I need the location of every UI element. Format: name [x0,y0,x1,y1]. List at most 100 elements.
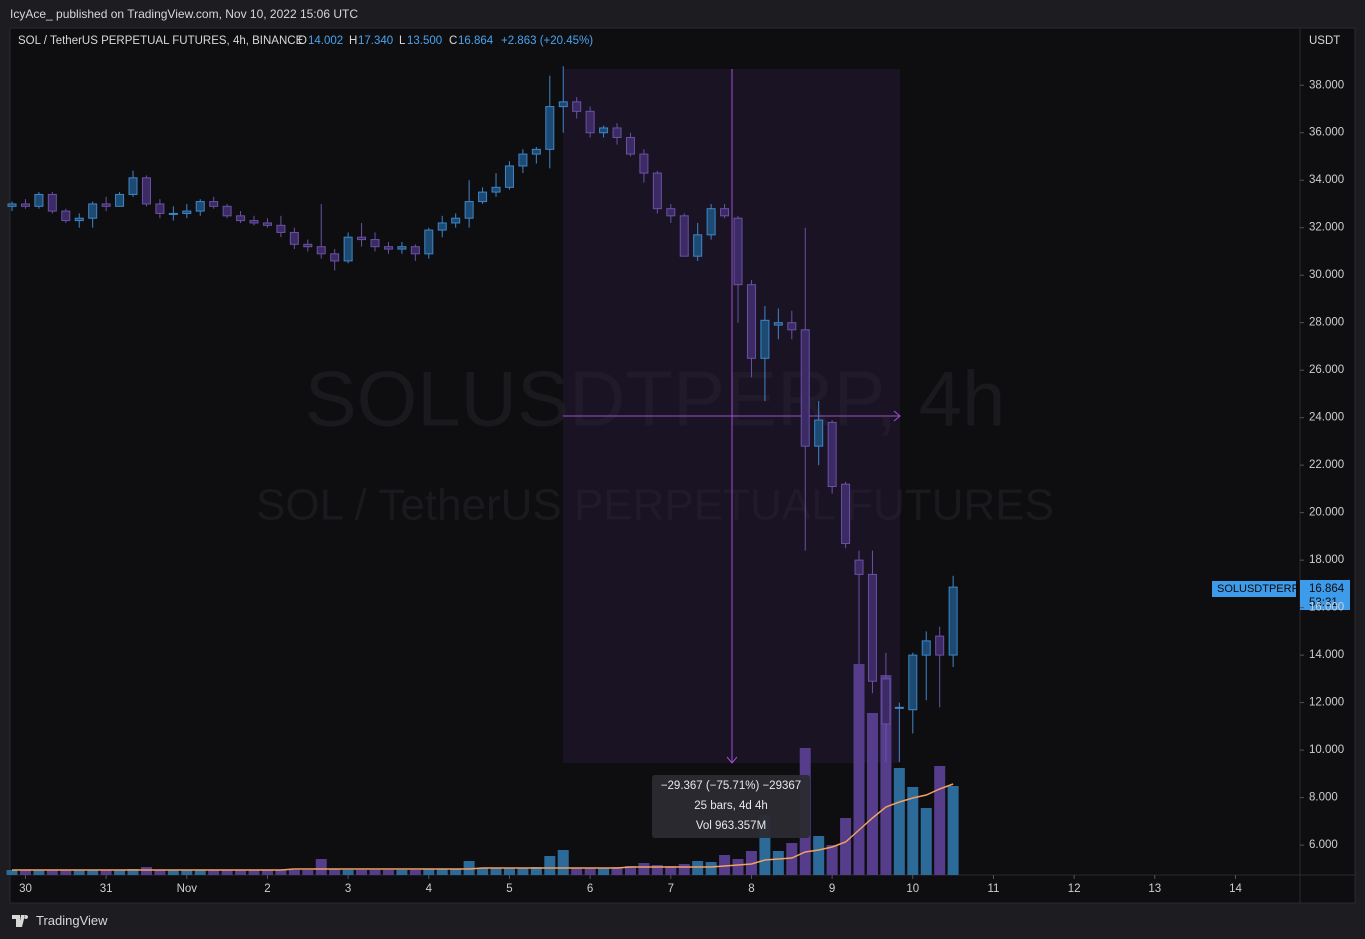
volume-bar [235,870,247,875]
volume-bar [436,869,448,875]
y-tick-label: 36.000 [1309,127,1344,139]
legend-symbol: SOL / TetherUS PERPETUAL FUTURES, 4h, BI… [18,35,304,47]
candle-body [464,201,474,219]
candle-body [881,678,891,725]
volume-bar [947,786,959,875]
volume-bar [100,870,112,875]
candle-body [424,229,434,255]
volume-bar [503,868,515,875]
x-tick-label: 6 [587,883,593,895]
legend-open: 14.002 [308,35,343,47]
y-tick-label: 32.000 [1309,222,1344,234]
tooltip-bars: 25 bars, 4d 4h [694,800,768,812]
volume-bar [181,870,193,875]
y-tick-label: 28.000 [1309,317,1344,329]
candle-body [585,110,595,134]
volume-bar [786,843,798,875]
volume-bar [907,787,919,875]
volume-bar [275,870,287,875]
candle-body [101,203,111,207]
volume-bar [423,869,435,875]
volume-bar [167,870,179,875]
volume-bar [261,870,273,875]
volume-bar [490,868,502,875]
candle-body [814,419,824,447]
price-tag-symbol-box [1212,581,1296,597]
candle-body [141,177,151,205]
price-tag-countdown: 53:31 [1309,597,1338,609]
volume-bar [624,866,636,875]
legend-l: L [399,35,406,47]
watermark: SOLUSDTPERP, 4h SOL / TetherUS PERPETUAL… [256,355,1054,530]
candle-body [410,246,420,255]
volume-bar [665,866,677,875]
volume-bar [598,868,610,875]
candle-body [222,205,232,217]
x-tick-label: 7 [668,883,674,895]
watermark-name: SOL / TetherUS PERPETUAL FUTURES [256,481,1054,530]
candle-body [531,148,541,155]
volume-bar [477,868,489,875]
candle-body [733,217,743,286]
x-tick-label: 9 [829,883,835,895]
volume-bar [60,870,72,875]
x-tick-label: 8 [748,883,754,895]
volume-bar [409,870,421,875]
candle-body [679,215,689,257]
volume-bar [651,865,663,875]
legend-h: H [349,35,357,47]
candle-body [867,573,877,682]
x-tick-label: 30 [19,883,32,895]
candle-body [666,208,676,217]
candle-body [343,236,353,262]
measure-arrow [893,410,901,422]
volume-bar [517,868,529,875]
measure-arrow [726,756,738,764]
y-tick-label: 34.000 [1309,174,1344,186]
candle-body [303,243,313,248]
candle-body [397,246,407,250]
candle-body [182,210,192,214]
candle-body [289,231,299,245]
volume-bar [705,862,717,875]
volume-bar [369,870,381,875]
y-tick-label: 18.000 [1309,554,1344,566]
volume-bar [6,870,18,875]
candle-body [7,203,17,207]
y-tick-label: 22.000 [1309,459,1344,471]
volume-bar [33,870,45,875]
x-tick-label: 13 [1148,883,1161,895]
y-tick-label: 26.000 [1309,364,1344,376]
volume-bar [893,768,905,875]
volume-bar [46,870,58,875]
candle-body [639,153,649,174]
candle-body [854,559,864,575]
price-tag-symbol: SOLUSDTPERP [1217,583,1299,595]
candle-body [491,186,501,193]
y-tick-label: 8.000 [1309,792,1338,804]
volume-bar [853,664,865,875]
volume-bar [329,869,341,875]
volume-bar [127,869,139,875]
measure-tooltip: −29.367 (−75.71%) −29367 25 bars, 4d 4h … [652,775,810,838]
candle-body [34,193,44,207]
volume-bar [342,870,354,875]
candle-body [827,421,837,488]
tooltip-volume: Vol 963.357M [696,820,766,832]
volume-bar [557,850,569,875]
volume-bar [87,870,99,875]
candle-body [908,654,918,711]
x-tick-label: 3 [345,883,351,895]
candle-body [330,253,340,262]
volume-bar [584,868,596,875]
x-tick-label: 14 [1229,883,1242,895]
volume-bar [221,870,233,875]
x-tick-label: 2 [264,883,270,895]
y-tick-label: 16.000 [1309,602,1344,614]
candle-body [612,127,622,138]
volume-bar [772,851,784,875]
volume-bar [880,675,892,875]
candle-body [209,201,219,207]
